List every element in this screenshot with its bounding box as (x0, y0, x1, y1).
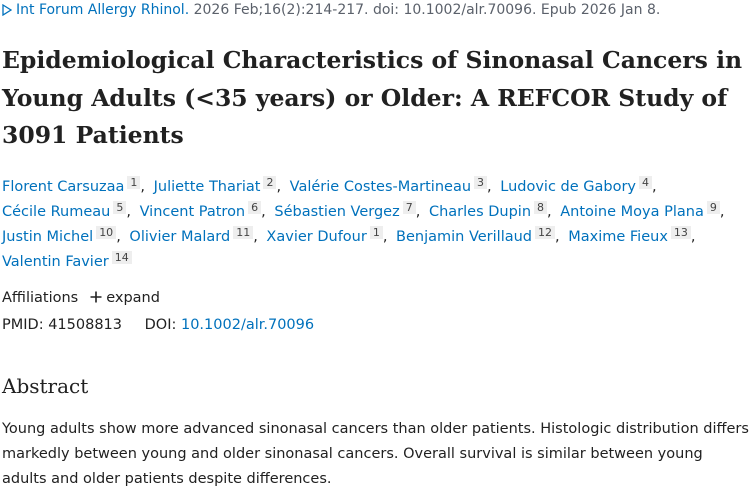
author-name[interactable]: Juliette Thariat (153, 179, 261, 195)
affiliation-number[interactable]: 14 (111, 251, 132, 264)
affiliation-number[interactable]: 2 (263, 176, 277, 189)
affiliation-number[interactable]: 9 (706, 201, 720, 214)
pmid: 41508813 (48, 317, 123, 333)
identifiers: PMID: 41508813 DOI: 10.1002/alr.70096 (2, 317, 314, 333)
author-name[interactable]: Ludovic de Gabory (500, 179, 637, 195)
affiliation-number[interactable]: 3 (474, 176, 488, 189)
expand-toggle[interactable]: expand (106, 290, 160, 306)
affiliation-number[interactable]: 1 (369, 226, 383, 239)
journal-link[interactable]: Int Forum Allergy Rhinol. (16, 2, 190, 18)
author: Benjamin Verillaud 12 (396, 226, 564, 245)
affiliation-number[interactable]: 10 (96, 226, 117, 239)
citation: Int Forum Allergy Rhinol. 2026 Feb;16(2)… (2, 2, 660, 18)
author-name[interactable]: Florent Carsuzaa (2, 179, 125, 195)
affiliation-number[interactable]: 5 (113, 201, 127, 214)
author: Valérie Costes-Martineau 3 (289, 176, 496, 195)
author: Xavier Dufour 1 (266, 226, 391, 245)
author-name[interactable]: Sébastien Vergez (274, 204, 400, 220)
author: Cécile Rumeau 5 (2, 201, 135, 220)
author-name[interactable]: Xavier Dufour (266, 229, 367, 245)
author: Maxime Fieux 13 (568, 226, 700, 245)
author-name[interactable]: Valentin Favier (2, 254, 109, 270)
journal-icon (2, 3, 13, 17)
author-name[interactable]: Valérie Costes-Martineau (289, 179, 472, 195)
abstract-text: Young adults show more advanced sinonasa… (2, 421, 749, 487)
author: Antoine Moya Plana 9 (560, 201, 728, 220)
author-name[interactable]: Vincent Patron (139, 204, 246, 220)
author-name[interactable]: Benjamin Verillaud (396, 229, 533, 245)
doi-link[interactable]: 10.1002/alr.70096 (180, 317, 315, 333)
citation-details: 2026 Feb;16(2):214-217. doi: 10.1002/alr… (193, 2, 661, 18)
author: Vincent Patron 6 (139, 201, 270, 220)
author-name[interactable]: Antoine Moya Plana (560, 204, 704, 220)
author-name[interactable]: Charles Dupin (428, 204, 532, 220)
affiliation-number[interactable]: 11 (233, 226, 254, 239)
affiliations: Affiliations expand (2, 290, 160, 306)
pmid-label: PMID: (2, 317, 44, 333)
author: Justin Michel 10 (2, 226, 125, 245)
author: Juliette Thariat 2 (153, 176, 285, 195)
author-name[interactable]: Justin Michel (2, 229, 94, 245)
author-name[interactable]: Maxime Fieux (568, 229, 668, 245)
author-name[interactable]: Cécile Rumeau (2, 204, 111, 220)
affiliation-number[interactable]: 8 (534, 201, 548, 214)
author: Charles Dupin 8 (428, 201, 556, 220)
article-title: Epidemiological Characteristics of Sinon… (2, 46, 743, 149)
affiliation-number[interactable]: 12 (535, 226, 556, 239)
doi-label: DOI: (144, 317, 177, 333)
abstract-heading: Abstract (2, 374, 89, 398)
author: Florent Carsuzaa 1 (2, 176, 149, 195)
author: Ludovic de Gabory 4 (500, 176, 661, 195)
author: Valentin Favier 14 (2, 251, 132, 270)
plus-icon (90, 291, 102, 303)
affiliations-label: Affiliations (2, 290, 79, 306)
affiliation-number[interactable]: 6 (248, 201, 262, 214)
author: Sébastien Vergez 7 (274, 201, 424, 220)
affiliation-number[interactable]: 7 (402, 201, 416, 214)
author: Olivier Malard 11 (129, 226, 262, 245)
affiliation-number[interactable]: 13 (670, 226, 691, 239)
author-name[interactable]: Olivier Malard (129, 229, 231, 245)
affiliation-number[interactable]: 1 (127, 176, 141, 189)
affiliation-number[interactable]: 4 (639, 176, 653, 189)
